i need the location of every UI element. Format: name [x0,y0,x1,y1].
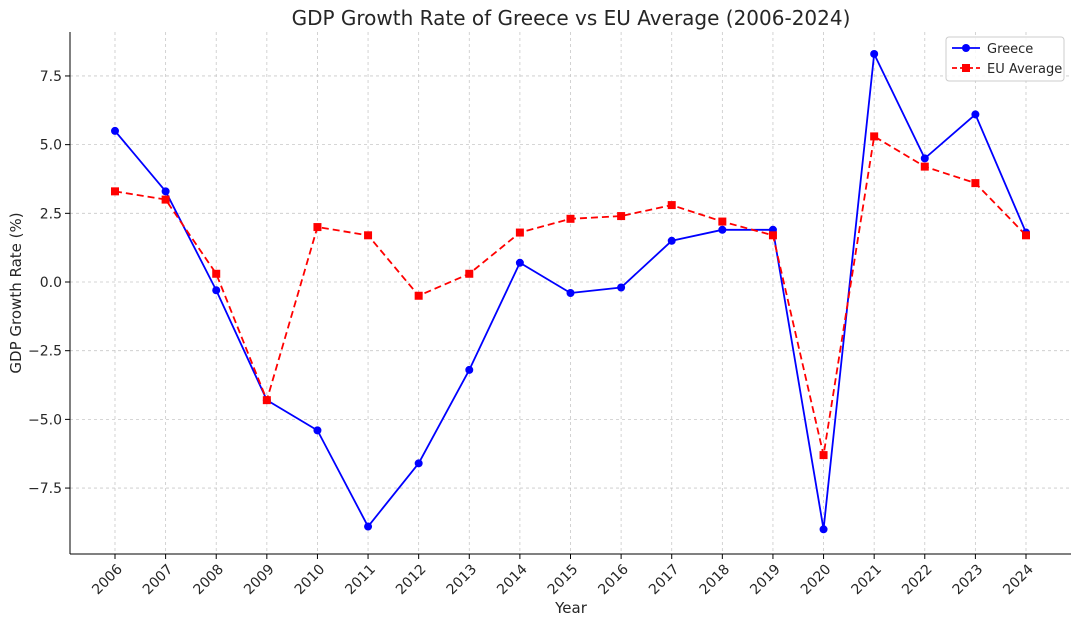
y-tick-label: −2.5 [28,344,62,360]
x-tick-label: 2014 [494,561,531,598]
axes: 2006 2007 2008 2009 2010 2011 2012 2013 2014 2015… [28,32,1071,598]
data-point-greece [566,289,575,297]
y-tick-label: 2.5 [40,206,62,222]
data-point-greece [111,126,119,135]
data-point-eu-average [313,223,322,232]
legend-label: Greece [987,42,1033,57]
data-point-eu-average [364,231,373,240]
data-point-greece [364,522,373,531]
data-point-eu-average [819,451,828,460]
data-point-greece [718,225,727,234]
x-tick-label: 2019 [747,562,784,599]
data-point-eu-average [566,214,575,223]
x-tick-label: 2007 [140,562,177,599]
x-tick-label: 2013 [444,562,481,599]
legend-entry-greece: Greece [952,42,1033,57]
data-point-greece [414,459,423,468]
legend-entry-eu-average: EU Average [952,62,1062,77]
data-point-eu-average [515,228,524,237]
legend-swatch-marker [962,64,970,72]
x-tick-label: 2021 [848,562,885,599]
data-point-eu-average [870,132,879,141]
x-tick-label: 2012 [393,562,430,599]
x-tick-label: 2015 [545,562,582,599]
y-tick-label: 7.5 [40,69,62,85]
data-point-greece [870,49,879,58]
legend: Greece EU Average [945,36,1065,82]
legend-swatch-marker [962,44,970,52]
data-point-eu-average [1022,231,1030,240]
data-point-eu-average [920,162,929,171]
data-point-eu-average [161,195,170,204]
data-point-eu-average [111,187,119,196]
x-tick-label: 2011 [342,562,379,599]
data-point-greece [617,283,626,292]
data-point-eu-average [667,201,676,210]
chart-title: GDP Growth Rate of Greece vs EU Average … [292,6,851,30]
y-axis-label: GDP Growth Rate (%) [7,212,25,373]
x-tick-label: 2023 [950,562,987,599]
x-tick-label: 2017 [646,562,683,599]
grid [70,32,1071,554]
x-tick-label: 2020 [798,562,835,599]
x-tick-label: 2010 [292,562,329,599]
data-point-greece [667,236,676,245]
y-tick-label: 0.0 [40,275,62,291]
series-eu-average [111,132,1030,460]
x-tick-label: 2008 [191,562,228,599]
data-point-greece [515,258,524,267]
y-tick-label: 5.0 [40,138,62,154]
x-tick-label: 2016 [595,561,632,598]
data-point-eu-average [971,179,980,188]
x-tick-label: 2024 [1000,561,1037,598]
data-point-greece [212,286,221,295]
x-tick-label: 2009 [241,562,278,599]
y-tick-label: −7.5 [28,481,62,497]
x-tick-label: 2018 [697,562,734,599]
data-point-eu-average [768,231,777,240]
x-tick-label: 2022 [899,562,936,599]
data-point-eu-average [212,269,221,278]
data-point-greece [971,110,980,119]
data-point-greece [819,525,828,534]
data-point-greece [465,365,474,374]
legend-label: EU Average [987,62,1062,77]
series-layer [111,49,1030,534]
x-axis-label: Year [554,599,588,617]
data-point-greece [313,426,322,435]
data-point-eu-average [718,217,727,226]
data-point-greece [920,154,929,163]
x-tick-label: 2006 [89,561,126,598]
data-point-eu-average [465,269,474,278]
y-tick-label: −5.0 [28,412,62,428]
data-point-greece [161,187,170,196]
data-point-eu-average [414,291,423,300]
data-point-eu-average [617,212,626,221]
data-point-eu-average [262,396,271,405]
